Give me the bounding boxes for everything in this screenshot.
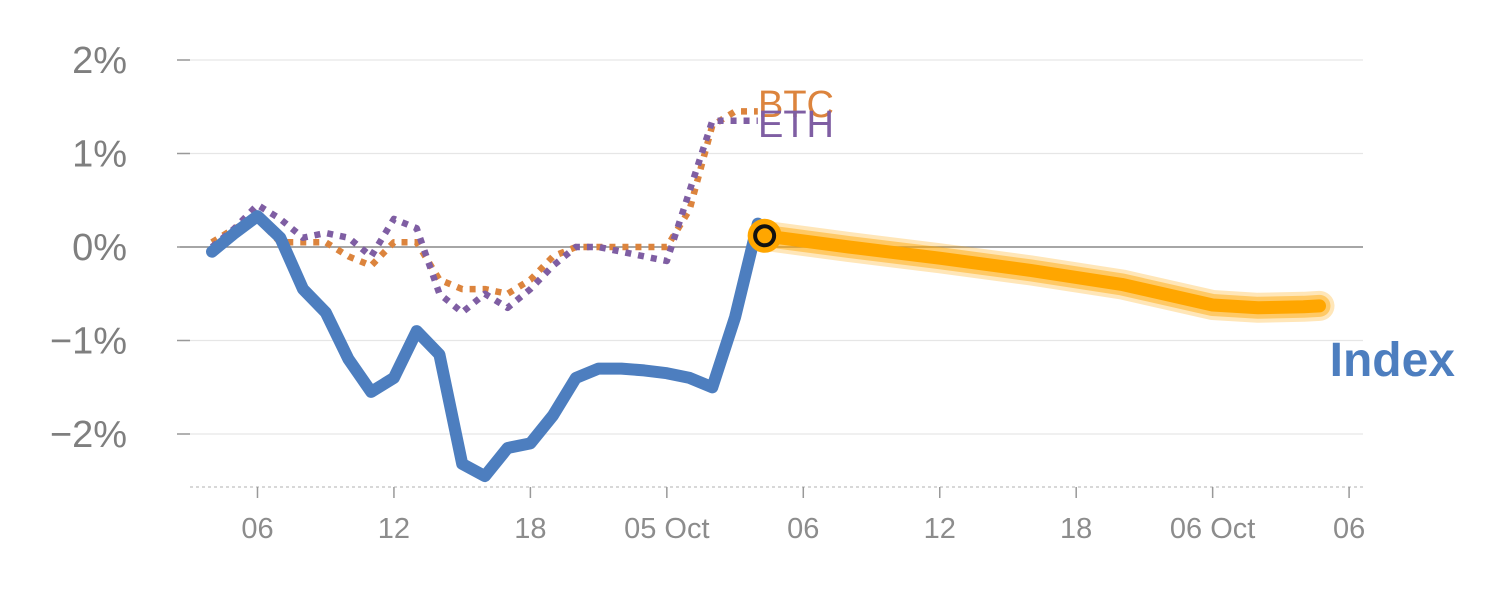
- x-tick-label: 12: [378, 513, 410, 545]
- series-line-btc: [210, 108, 758, 298]
- x-tick-label: 12: [924, 513, 956, 545]
- forecast-line: [758, 229, 1326, 315]
- series-line-eth: [209, 117, 758, 316]
- x-tick-label: 06: [241, 513, 273, 545]
- x-tick-label: 18: [514, 513, 546, 545]
- x-tick-label: 18: [1060, 513, 1092, 545]
- y-tick-label: 1%: [72, 134, 127, 176]
- series-labels: BTC ETH Index: [758, 84, 1455, 387]
- y-tick-label: 0%: [72, 227, 127, 269]
- current-marker: [747, 218, 782, 253]
- axes: 2% 1% 0% −1% −2% 06 12 18 05 Oct 06 12 18 06 Oct 06: [50, 40, 1365, 545]
- series-label-btc: BTC: [758, 84, 834, 126]
- x-tick-label: 06: [787, 513, 819, 545]
- x-tick-label: 06: [1333, 513, 1365, 545]
- series-label-eth: ETH: [758, 104, 834, 146]
- series-line-index: [206, 210, 764, 483]
- series-lines: [206, 108, 1335, 483]
- series-label-index: Index: [1330, 334, 1456, 387]
- marker-point: [753, 224, 777, 248]
- x-tick-label: 05 Oct: [624, 513, 709, 545]
- x-tick-label: 06 Oct: [1170, 513, 1255, 545]
- y-tick-label: −2%: [50, 414, 127, 456]
- y-tick-label: 2%: [72, 40, 127, 82]
- y-tick-label: −1%: [50, 321, 127, 363]
